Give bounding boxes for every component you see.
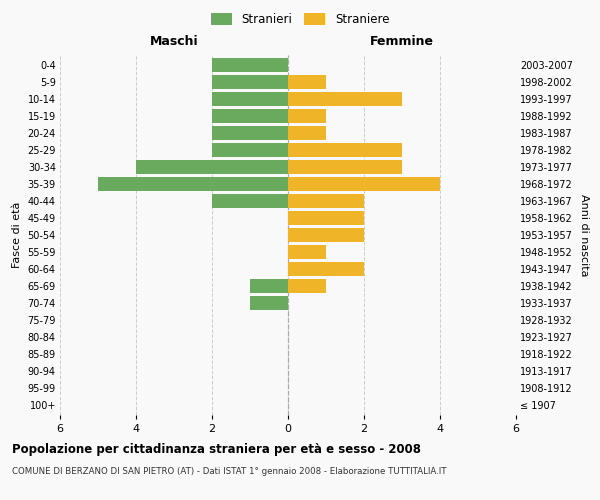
Text: Maschi: Maschi (149, 35, 199, 48)
Bar (288, 279, 326, 292)
Bar (250, 296, 288, 310)
Bar (288, 126, 326, 140)
Bar (212, 110, 288, 123)
Legend: Stranieri, Straniere: Stranieri, Straniere (206, 8, 394, 31)
Text: Femmine: Femmine (370, 35, 434, 48)
Bar (288, 110, 326, 123)
Y-axis label: Anni di nascita: Anni di nascita (578, 194, 589, 276)
Bar (288, 92, 402, 106)
Bar (212, 58, 288, 72)
Bar (288, 160, 402, 174)
Bar (288, 211, 364, 225)
Bar (212, 76, 288, 89)
Bar (98, 178, 288, 191)
Bar (288, 245, 326, 259)
Bar (212, 144, 288, 157)
Bar (212, 126, 288, 140)
Bar (212, 92, 288, 106)
Bar (288, 144, 402, 157)
Bar (288, 194, 364, 208)
Bar (288, 76, 326, 89)
Y-axis label: Fasce di età: Fasce di età (12, 202, 22, 268)
Bar (212, 194, 288, 208)
Bar (250, 279, 288, 292)
Text: Popolazione per cittadinanza straniera per età e sesso - 2008: Popolazione per cittadinanza straniera p… (12, 442, 421, 456)
Bar (136, 160, 288, 174)
Bar (288, 228, 364, 242)
Bar (288, 178, 440, 191)
Text: COMUNE DI BERZANO DI SAN PIETRO (AT) - Dati ISTAT 1° gennaio 2008 - Elaborazione: COMUNE DI BERZANO DI SAN PIETRO (AT) - D… (12, 468, 446, 476)
Bar (288, 262, 364, 276)
